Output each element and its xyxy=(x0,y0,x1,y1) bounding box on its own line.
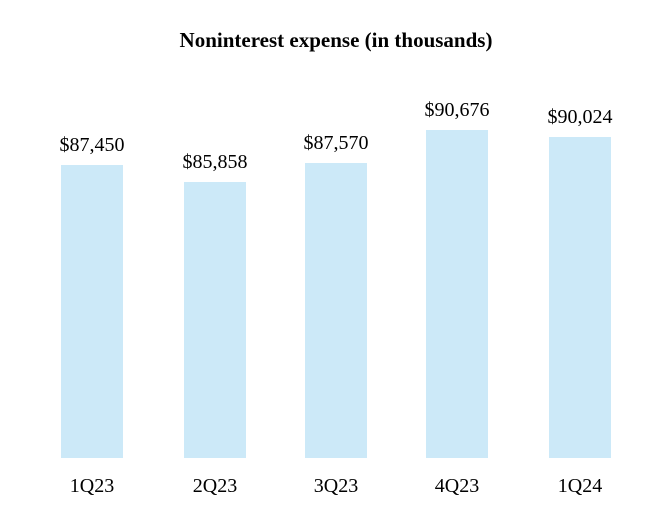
value-label-1q24: $90,024 xyxy=(547,106,613,128)
value-label-3q23: $87,570 xyxy=(303,132,369,154)
x-axis-label-4q23: 4Q23 xyxy=(434,475,480,497)
x-axis-label-1q24: 1Q24 xyxy=(557,475,603,497)
value-label-2q23: $85,858 xyxy=(182,151,248,173)
x-axis-label-3q23: 3Q23 xyxy=(313,475,359,497)
value-label-1q23: $87,450 xyxy=(59,134,125,156)
value-label-4q23: $90,676 xyxy=(424,99,490,121)
bar-4q23 xyxy=(426,130,488,458)
bar-1q23 xyxy=(61,165,123,458)
bar-3q23 xyxy=(305,163,367,458)
x-axis-label-1q23: 1Q23 xyxy=(69,475,115,497)
bar-1q24 xyxy=(549,137,611,458)
chart-title: Noninterest expense (in thousands) xyxy=(179,28,493,52)
bar-2q23 xyxy=(184,182,246,458)
x-axis-label-2q23: 2Q23 xyxy=(192,475,238,497)
